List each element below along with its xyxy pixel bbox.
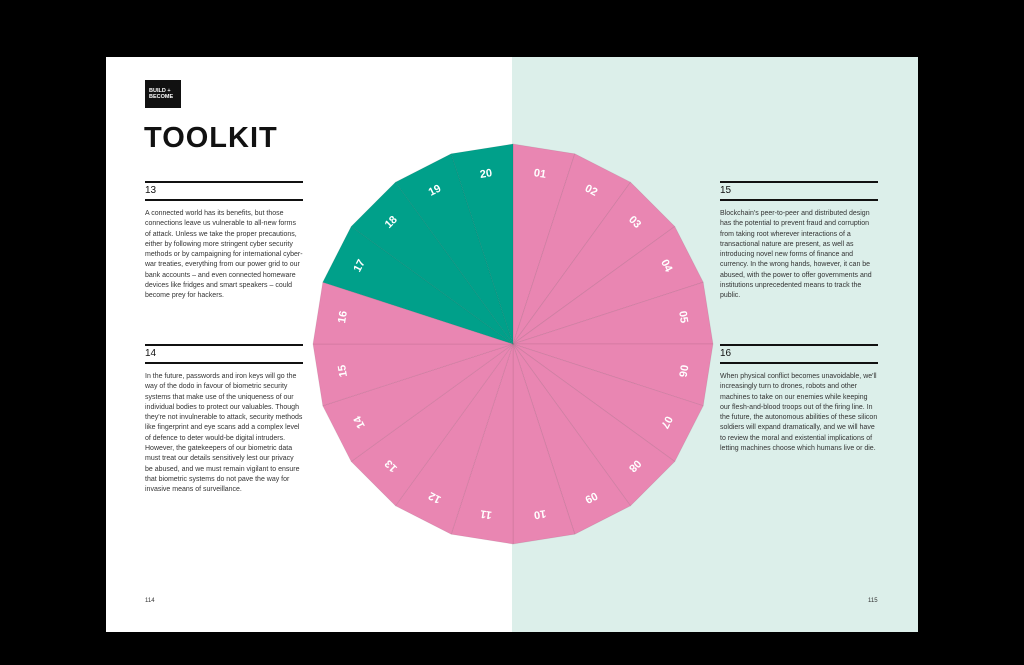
wheel-segment [512, 181, 676, 345]
title: TOOLKIT [144, 122, 278, 154]
segment-label: 01 [533, 167, 547, 181]
wheel-segment [512, 343, 714, 407]
section-number: 16 [720, 344, 878, 364]
section: 16 When physical conflict becomes unavoid… [720, 344, 878, 454]
section-text: In the future, passwords and iron keys w… [145, 373, 303, 494]
segment-label: 07 [658, 414, 674, 430]
logo-line: BECOME [149, 94, 174, 100]
segment-label: 17 [352, 258, 368, 274]
segment-label: 02 [583, 183, 599, 199]
section-number: 13 [145, 181, 303, 201]
section-number: 15 [720, 181, 878, 201]
wheel-segment [450, 343, 514, 545]
section-text: A connected world has its benefits, but … [145, 210, 303, 300]
segment-label: 19 [427, 183, 443, 199]
segment-label: 12 [427, 489, 443, 505]
section: 14 In the future, passwords and iron keys… [145, 344, 303, 496]
segment-label: 06 [676, 364, 690, 378]
section-text: When physical conflict becomes unavoidab… [720, 373, 878, 453]
segment-label: 16 [336, 310, 350, 324]
page-number: 115 [868, 598, 878, 604]
section-number: 14 [145, 344, 303, 364]
segment-label: 10 [533, 507, 547, 521]
segment-label: 09 [583, 489, 599, 505]
segment-label: 20 [479, 167, 493, 181]
wheel-segment [450, 143, 514, 345]
wheel-segment [350, 181, 514, 345]
wheel-segment [512, 343, 676, 507]
segment-label: 15 [336, 364, 350, 378]
segment-label: 05 [676, 310, 690, 324]
section-text: Blockchain's peer-to-peer and distribute… [720, 210, 872, 300]
logo-line: BUILD + [149, 88, 171, 94]
logo: BUILD + BECOME [145, 80, 181, 108]
wheel-segment [350, 343, 514, 507]
segment-label: 11 [479, 507, 492, 521]
section: 13 A connected world has its benefits, bu… [145, 181, 303, 302]
page-number: 114 [145, 598, 155, 604]
wheel-segment [312, 281, 514, 345]
section: 15 Blockchain's peer-to-peer and distribu… [720, 181, 878, 302]
